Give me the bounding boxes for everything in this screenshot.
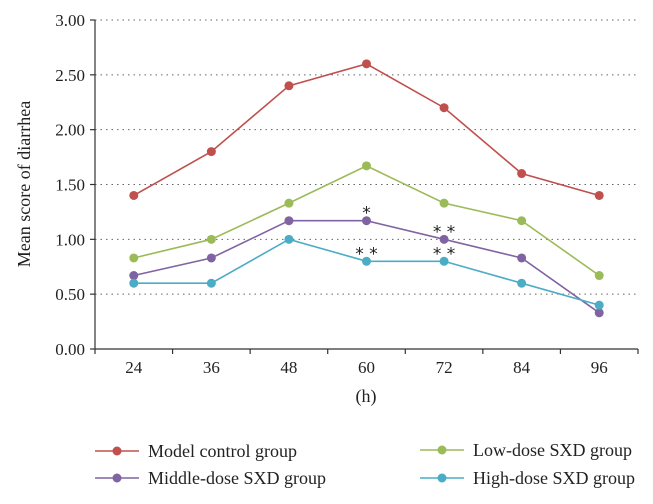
y-tick-label: 1.50: [55, 176, 85, 195]
data-point: [439, 234, 449, 244]
data-point: [129, 253, 139, 263]
x-tick-label: 36: [203, 358, 220, 377]
data-point: [362, 216, 371, 226]
y-tick-label: 2.50: [55, 66, 85, 85]
legend-marker: [112, 473, 122, 483]
data-point: [594, 190, 604, 200]
series-middle-dose-sxd-group: [129, 216, 604, 318]
data-point: [284, 216, 294, 226]
legend-label: Low-dose SXD group: [473, 440, 632, 460]
data-point: [517, 278, 527, 288]
x-tick-label: 72: [436, 358, 453, 377]
data-point: [594, 308, 604, 318]
y-tick-label: 0.00: [55, 340, 85, 359]
y-tick-label: 2.00: [55, 121, 85, 140]
data-point: [517, 169, 527, 179]
data-point: [284, 81, 294, 91]
legend-marker: [437, 473, 447, 483]
data-point: [362, 161, 371, 171]
data-point: [517, 253, 527, 263]
data-point: [206, 278, 216, 288]
legend-item: High-dose SXD group: [420, 468, 635, 488]
data-point: [129, 271, 139, 281]
data-point: [594, 271, 604, 281]
data-point: [284, 198, 294, 208]
legend-item: Middle-dose SXD group: [95, 468, 326, 488]
x-tick-label: 24: [125, 358, 143, 377]
y-axis-title: Mean score of diarrhea: [14, 101, 34, 267]
y-ticks: 0.00 0.50 1.00 1.50 2.00 2.50 3.00: [55, 11, 95, 359]
x-tick-label: 48: [280, 358, 297, 377]
annotation-layer: ** ** * * *: [355, 204, 455, 265]
data-point: [439, 198, 449, 208]
significance-marker: *: [362, 204, 371, 224]
legend-label: Model control group: [148, 441, 297, 461]
data-point: [206, 253, 216, 263]
x-tick-label: 60: [358, 358, 375, 377]
data-point: [284, 234, 294, 244]
data-point: [206, 147, 216, 157]
x-ticks: 24 36 48 60 72 84 96: [94, 349, 639, 377]
significance-marker: * *: [355, 244, 377, 264]
series-model-control-group: [129, 59, 604, 200]
x-tick-label: 84: [513, 358, 531, 377]
y-tick-label: 0.50: [55, 285, 85, 304]
data-point: [129, 278, 139, 288]
data-point: [594, 300, 604, 310]
data-point: [129, 190, 139, 200]
legend-label: High-dose SXD group: [473, 468, 635, 488]
series-line: [133, 63, 600, 197]
x-axis-title: (h): [356, 386, 377, 407]
data-point: [439, 256, 449, 266]
series-low-dose-sxd-group: [129, 161, 604, 281]
significance-marker: * *: [433, 222, 455, 242]
legend: Model control group Low-dose SXD group Mid…: [95, 440, 635, 488]
series-layer: [129, 59, 604, 318]
y-tick-label: 3.00: [55, 11, 85, 30]
y-tick-label: 1.00: [55, 230, 85, 249]
data-point: [362, 59, 371, 69]
legend-label: Middle-dose SXD group: [148, 468, 326, 488]
axes: [94, 20, 638, 350]
legend-item: Low-dose SXD group: [420, 440, 632, 460]
series-line: [133, 219, 600, 314]
data-point: [517, 216, 527, 226]
data-point: [206, 234, 216, 244]
legend-marker: [112, 446, 122, 456]
series-high-dose-sxd-group: [129, 234, 604, 310]
data-point: [362, 256, 371, 266]
legend-item: Model control group: [95, 441, 297, 461]
significance-marker: * *: [433, 244, 455, 264]
legend-marker: [437, 445, 447, 455]
data-point: [439, 103, 449, 113]
x-tick-label: 96: [591, 358, 608, 377]
